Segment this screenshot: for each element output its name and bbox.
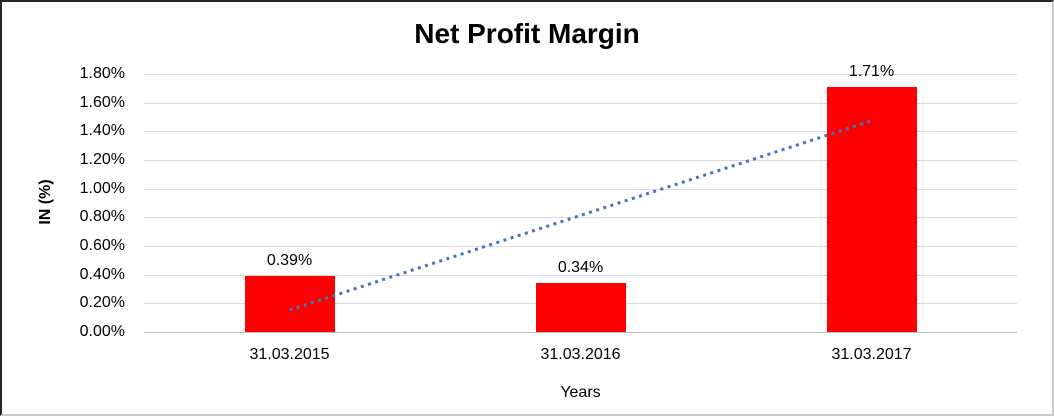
bar-31.03.2015 — [244, 276, 335, 332]
x-axis-line — [144, 332, 1017, 333]
gridline — [144, 160, 1017, 161]
x-tick-label: 31.03.2016 — [540, 346, 621, 363]
y-tick-label: 0.20% — [79, 294, 125, 312]
data-label: 0.39% — [266, 252, 313, 270]
y-tick-label: 1.80% — [79, 65, 125, 82]
y-tick-label: 1.60% — [79, 93, 125, 111]
y-tick-label: 1.00% — [79, 179, 125, 197]
x-tick-label: 31.03.2015 — [249, 346, 330, 363]
gridline — [144, 131, 1017, 133]
y-tick-label: 0.60% — [79, 237, 125, 254]
chart-title: Net Profit Margin — [414, 18, 640, 49]
y-axis-title: IN (%) — [37, 179, 54, 225]
gridline — [144, 74, 1017, 75]
x-axis-title: Years — [560, 384, 601, 401]
bar-31.03.2016 — [535, 283, 626, 332]
data-label: 1.71% — [848, 62, 895, 80]
gridline — [144, 188, 1017, 190]
trendline — [289, 119, 872, 312]
data-label: 0.34% — [557, 259, 604, 277]
gridline — [144, 274, 1017, 276]
bar-31.03.2017 — [826, 86, 917, 332]
gridline — [144, 246, 1017, 247]
x-tick-label: 31.03.2017 — [831, 346, 912, 363]
plot-area: 0.39% 0.34% 1.71% — [144, 63, 1017, 333]
gridline — [144, 102, 1017, 104]
y-tick-label: 0.80% — [79, 208, 125, 226]
y-tick-label: 1.20% — [79, 151, 125, 168]
y-tick-label: 0.40% — [79, 265, 125, 283]
y-tick-label: 0.00% — [79, 323, 125, 340]
gridline — [144, 217, 1017, 219]
trendline-layer — [289, 119, 872, 312]
y-tick-label: 1.40% — [79, 122, 125, 140]
